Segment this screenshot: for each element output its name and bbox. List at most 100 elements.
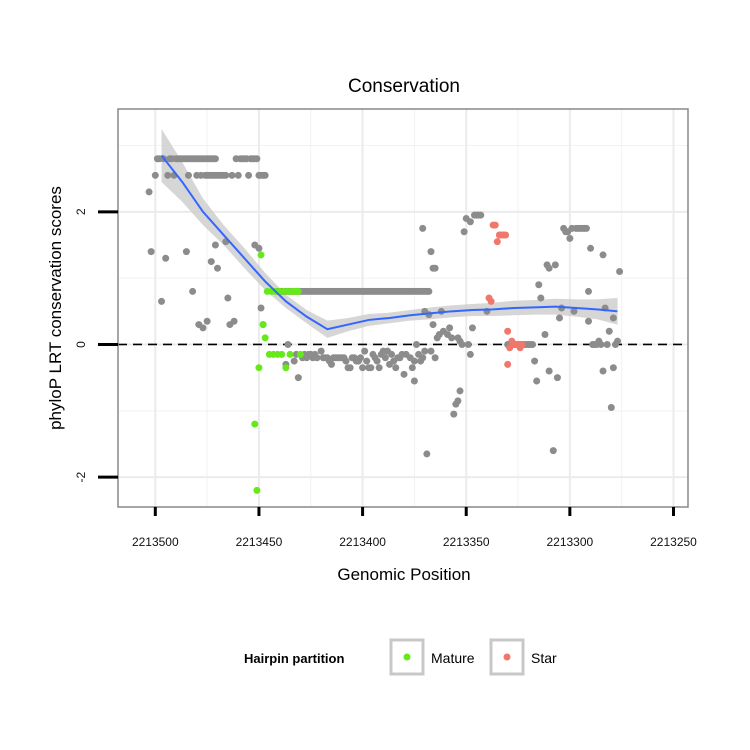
point-mature bbox=[251, 420, 259, 428]
point-other bbox=[419, 224, 427, 232]
point-other bbox=[429, 321, 437, 329]
point-other bbox=[342, 357, 350, 365]
y-tick-label: -2 bbox=[74, 471, 88, 482]
point-other bbox=[587, 244, 595, 252]
point-other bbox=[614, 337, 622, 345]
x-tick-label: 2213350 bbox=[443, 535, 490, 549]
point-star bbox=[518, 340, 526, 348]
point-other bbox=[597, 340, 605, 348]
point-other bbox=[599, 251, 607, 259]
point-other bbox=[553, 374, 561, 382]
x-axis-label: Genomic Position bbox=[337, 565, 470, 584]
point-other bbox=[313, 354, 321, 362]
point-other bbox=[468, 324, 476, 332]
point-other bbox=[466, 218, 474, 226]
smooth-line bbox=[160, 154, 618, 331]
point-other bbox=[222, 171, 230, 179]
point-other bbox=[245, 171, 253, 179]
point-other bbox=[537, 294, 545, 302]
y-tick-label: 0 bbox=[74, 341, 88, 348]
point-other bbox=[551, 261, 559, 269]
point-other bbox=[599, 367, 607, 375]
point-other bbox=[419, 354, 427, 362]
point-other bbox=[421, 347, 429, 355]
point-other bbox=[410, 377, 418, 385]
point-other bbox=[555, 314, 563, 322]
point-other bbox=[466, 350, 474, 358]
point-star bbox=[504, 327, 512, 335]
point-other bbox=[423, 450, 431, 458]
point-other bbox=[257, 304, 265, 312]
point-other bbox=[381, 354, 389, 362]
point-other bbox=[570, 307, 578, 315]
point-star bbox=[491, 221, 499, 229]
point-other bbox=[464, 340, 472, 348]
point-mature bbox=[294, 287, 302, 295]
point-other bbox=[616, 268, 624, 276]
point-other bbox=[346, 364, 354, 372]
point-other bbox=[158, 297, 166, 305]
point-other bbox=[408, 364, 416, 372]
point-mature bbox=[261, 334, 269, 342]
point-other bbox=[182, 248, 190, 256]
point-other bbox=[400, 370, 408, 378]
point-other bbox=[189, 287, 197, 295]
point-other bbox=[566, 234, 574, 242]
point-other bbox=[199, 324, 207, 332]
point-other bbox=[607, 404, 615, 411]
point-mature bbox=[257, 251, 265, 259]
point-other bbox=[367, 364, 375, 372]
point-other bbox=[164, 171, 172, 179]
point-mature bbox=[296, 350, 304, 358]
point-other bbox=[427, 248, 435, 256]
point-other bbox=[388, 350, 396, 358]
point-other bbox=[549, 447, 557, 455]
point-other bbox=[545, 264, 553, 272]
point-other bbox=[582, 224, 590, 232]
point-other bbox=[261, 171, 269, 179]
x-tick-label: 2213250 bbox=[650, 535, 697, 549]
point-other bbox=[151, 171, 159, 179]
legend-label-star: Star bbox=[531, 650, 557, 666]
x-tick-label: 2213500 bbox=[132, 535, 179, 549]
smooth-line-group bbox=[160, 154, 618, 331]
point-other bbox=[545, 367, 553, 375]
legend-key-mature bbox=[389, 638, 425, 676]
point-mature bbox=[255, 364, 263, 372]
point-mature bbox=[259, 321, 267, 329]
point-other bbox=[228, 171, 236, 179]
point-other bbox=[290, 357, 298, 365]
point-other bbox=[535, 281, 543, 289]
point-mature bbox=[286, 350, 294, 358]
point-other bbox=[603, 340, 611, 348]
point-other bbox=[162, 254, 170, 262]
point-other bbox=[477, 211, 485, 219]
point-other bbox=[224, 294, 232, 302]
point-star bbox=[493, 238, 501, 246]
point-other bbox=[448, 334, 456, 342]
point-other bbox=[211, 155, 219, 163]
y-tick-label: 2 bbox=[74, 208, 88, 215]
legend-dot-mature bbox=[403, 653, 411, 661]
point-other bbox=[207, 258, 215, 266]
confidence-band-group bbox=[161, 128, 618, 338]
point-other bbox=[529, 340, 537, 348]
point-other bbox=[145, 188, 153, 196]
point-other bbox=[253, 155, 261, 163]
point-other bbox=[255, 244, 263, 252]
legend-title: Hairpin partition bbox=[244, 651, 344, 666]
point-other bbox=[373, 357, 381, 365]
point-other bbox=[392, 364, 400, 372]
point-other bbox=[456, 387, 464, 395]
point-other bbox=[375, 364, 383, 372]
point-other bbox=[609, 314, 617, 322]
point-mature bbox=[282, 364, 290, 372]
point-other bbox=[427, 347, 435, 355]
point-other bbox=[284, 340, 292, 348]
chart-title: Conservation bbox=[348, 76, 460, 97]
point-other bbox=[585, 287, 593, 295]
point-other bbox=[585, 317, 593, 325]
legend-dot-star bbox=[503, 653, 511, 661]
point-other bbox=[410, 357, 418, 365]
